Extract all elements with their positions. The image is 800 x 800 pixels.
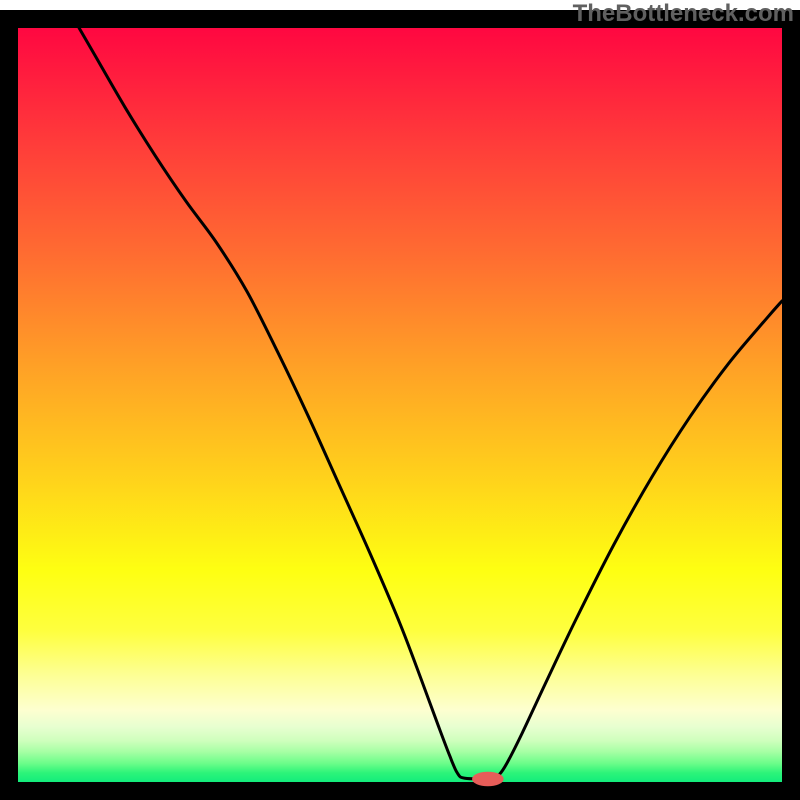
watermark-text: TheBottleneck.com xyxy=(573,0,794,28)
plot-background xyxy=(18,28,782,782)
optimal-point-marker xyxy=(473,772,504,786)
bottleneck-chart xyxy=(0,0,800,800)
chart-container: TheBottleneck.com xyxy=(0,0,800,800)
